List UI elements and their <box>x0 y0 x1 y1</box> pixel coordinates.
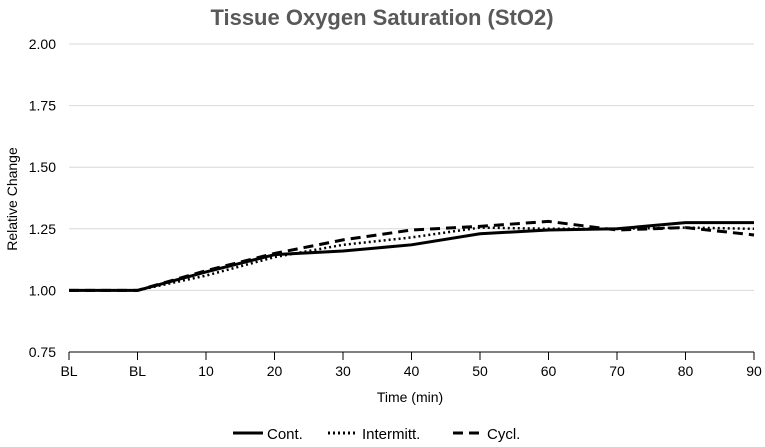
legend: Cont. Intermitt. Cycl. <box>233 426 520 443</box>
y-tick-label: 1.25 <box>29 221 56 237</box>
x-tick-label: 60 <box>541 363 557 379</box>
x-tick-label: BL <box>129 363 146 379</box>
x-tick-label: 90 <box>746 363 762 379</box>
legend-label: Cycl. <box>487 426 520 443</box>
y-tick-label: 1.50 <box>29 159 56 175</box>
y-tick-label: 0.75 <box>29 344 56 360</box>
series-line-cycl <box>69 219 755 292</box>
x-tick-label: 70 <box>609 363 625 379</box>
axis-layer: 0.75 1.00 1.25 1.50 1.75 2.00 BL BL 10 20 30 40 50 60… <box>29 36 762 379</box>
y-tick-label: 1.75 <box>29 98 56 114</box>
chart-title: Tissue Oxygen Saturation (StO2) <box>210 5 553 30</box>
series-layer <box>69 219 755 292</box>
y-tick-label: 2.00 <box>29 36 56 52</box>
x-tick-label: 40 <box>404 363 420 379</box>
y-axis-label: Relative Change <box>4 147 20 251</box>
x-tick-label: BL <box>60 363 77 379</box>
x-tick-label: 80 <box>678 363 694 379</box>
x-tick-label: 30 <box>335 363 351 379</box>
grid-layer <box>69 43 754 291</box>
x-tick-label: 50 <box>472 363 488 379</box>
x-tick-label: 10 <box>198 363 214 379</box>
series-line-intermitt <box>69 226 755 292</box>
x-axis-label: Time (min) <box>377 389 443 405</box>
legend-label: Intermitt. <box>362 426 420 443</box>
legend-label: Cont. <box>267 426 303 443</box>
x-tick-label: 20 <box>267 363 283 379</box>
y-tick-label: 1.00 <box>29 282 56 298</box>
